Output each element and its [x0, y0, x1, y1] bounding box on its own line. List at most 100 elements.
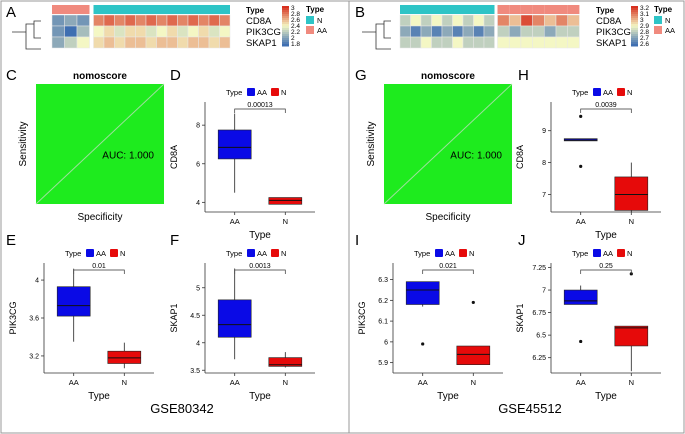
scale-tick: 3.2 [640, 5, 649, 12]
heat-cell [532, 14, 545, 27]
heat-cell [145, 36, 157, 49]
heat-cell [441, 25, 453, 38]
boxplot-J: Type AA N 6.25 6.5 6.75 7 7.25 AA N 0.25 Type SKAP1 [515, 249, 661, 402]
boxplot-D: Type AA N 4 6 8 AA N 0.00013 Type CD8A [169, 88, 315, 241]
heat-cell [410, 25, 422, 38]
y-tick-label: 3.6 [29, 316, 39, 323]
heat-cell [544, 14, 557, 27]
legend-label: N [627, 88, 632, 97]
scale-swatch [631, 10, 638, 13]
scale-swatch [631, 16, 638, 19]
type-cell [509, 5, 521, 14]
heat-cell [198, 25, 210, 38]
scale-swatch [631, 14, 638, 17]
scale-swatch [282, 34, 289, 37]
heat-cell [219, 36, 231, 49]
y-tick-label: 6.2 [378, 298, 388, 305]
heat-cell [198, 36, 210, 49]
scale-swatch [282, 32, 289, 35]
heat-cell [555, 14, 568, 27]
type-legend-swatch [654, 26, 662, 34]
type-legend-label: N [317, 16, 322, 25]
scale-swatch [631, 18, 638, 21]
heat-cell [544, 36, 557, 49]
legend-title: Type [572, 249, 588, 258]
box-N [614, 325, 649, 347]
y-tick-label: 5 [196, 285, 200, 292]
heat-cell [462, 25, 474, 38]
scale-tick: 1.8 [291, 41, 300, 48]
scale-swatch [631, 24, 638, 27]
heat-cell [124, 25, 136, 38]
type-cell [135, 5, 146, 14]
type-cell [520, 5, 533, 14]
heat-cell [187, 36, 199, 49]
legend-label: AA [257, 249, 267, 258]
heat-cell [462, 14, 474, 27]
heat-cell [452, 14, 464, 27]
x-axis-title: Type [249, 230, 271, 241]
type-cell [421, 5, 432, 14]
type-legend-label: AA [317, 26, 327, 35]
type-cell [410, 5, 421, 14]
box-AA [563, 289, 598, 305]
roc-diagonal [383, 83, 513, 205]
roc-xlabel: Specificity [77, 212, 122, 223]
legend-label: AA [603, 88, 613, 97]
y-tick-label: 6.3 [378, 277, 388, 284]
y-axis-title: PIK3CG [357, 301, 367, 334]
heat-cell [177, 25, 189, 38]
type-legend-label: AA [665, 26, 675, 35]
scale-tick: 2 [291, 35, 295, 42]
y-tick-label: 7 [542, 288, 546, 295]
legend-swatch [86, 249, 94, 257]
outlier-point [471, 300, 475, 305]
y-tick-label: 9 [542, 128, 546, 135]
y-tick-label: 6 [384, 339, 388, 346]
heat-cell [208, 25, 220, 38]
scale-swatch [631, 44, 638, 47]
heat-cell [420, 14, 432, 27]
scale-swatch [631, 6, 638, 9]
scale-swatch [282, 14, 289, 17]
roc-title: nomoscore [421, 71, 475, 82]
x-axis-title: Type [88, 391, 110, 402]
heat-cell [114, 36, 126, 49]
scale-swatch [282, 42, 289, 45]
type-cell [532, 5, 545, 14]
heat-cell [51, 36, 65, 49]
heat-cell [555, 25, 568, 38]
type-cell [146, 5, 157, 14]
boxplot-F: Type AA N 3.5 4 4.5 5 AA N 0.0013 Type SKAP1 [169, 249, 315, 402]
legend-swatch [247, 88, 255, 96]
heat-cell [441, 14, 453, 27]
heat-cell [51, 14, 65, 27]
scale-tick: 2.8 [640, 29, 649, 36]
heat-cell [520, 14, 533, 27]
boxplot-H: Type AA N 7 8 9 AA N 0.0039 Type CD8A [515, 88, 661, 241]
heat-cell [114, 14, 126, 27]
heat-cell [399, 36, 411, 49]
roc-auc-label: AUC: 1.000 [102, 150, 154, 161]
x-tick-label: AA [230, 378, 240, 387]
heat-cell [452, 36, 464, 49]
heat-cell [156, 36, 168, 49]
box-N [268, 357, 303, 367]
heat-cell [473, 25, 485, 38]
type-cell [442, 5, 453, 14]
panel-letter-A: A [6, 4, 16, 21]
pvalue-bracket [234, 108, 286, 113]
legend-label: AA [445, 249, 455, 258]
panel-letter-E: E [6, 232, 16, 249]
scale-swatch [631, 34, 638, 37]
scale-swatch [631, 8, 638, 11]
legend-label: N [627, 249, 632, 258]
heat-cell [520, 25, 533, 38]
heat-cell [103, 36, 115, 49]
type-cell [400, 5, 411, 14]
type-legend-title: Type [306, 5, 325, 14]
scale-tick: 2.9 [640, 23, 649, 30]
dataset-label-left: GSE80342 [150, 401, 214, 416]
heat-cell [497, 36, 510, 49]
